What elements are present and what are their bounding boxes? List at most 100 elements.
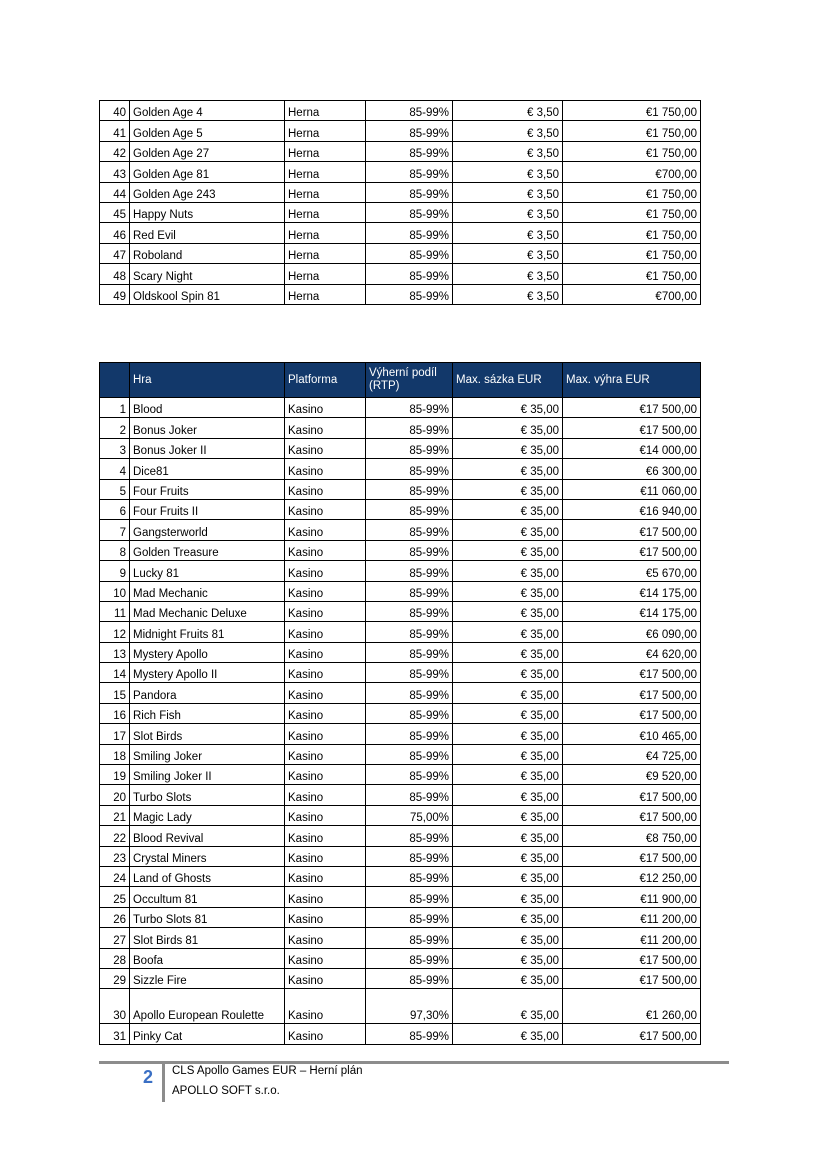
max-win: €17 500,00 [562,784,701,806]
rtp: 85-99% [365,437,453,460]
max-win: €9 520,00 [562,764,701,786]
platform: Kasino [284,702,366,725]
rtp: 85-99% [365,560,453,582]
rtp: 85-99% [365,417,453,439]
header-game: Hra [129,362,285,398]
max-win: €1 750,00 [562,140,701,163]
footer-vertical-divider [162,1064,165,1102]
row-index: 47 [99,242,130,265]
table-row: 19 Smiling Joker II Kasino 85-99% € 35,00 €9 … [99,764,701,786]
header-max-win: Max. výhra EUR [562,362,701,398]
game-name: Golden Age 243 [129,181,285,203]
game-name: Bonus Joker II [129,437,285,460]
rtp: 85-99% [365,784,453,806]
rtp: 85-99% [365,99,453,122]
table-row: 40 Golden Age 4 Herna 85-99% € 3,50 €1 750,00 [99,99,701,122]
game-name: Golden Treasure [129,539,285,562]
row-index: 46 [99,222,130,244]
table-row: 6 Four Fruits II Kasino 85-99% € 35,00 €16 94… [99,498,701,521]
table-row: 22 Blood Revival Kasino 85-99% € 35,00 €8 750… [99,825,701,847]
max-win: €17 500,00 [562,845,701,867]
game-name: Sizzle Fire [129,967,285,990]
rtp: 85-99% [365,886,453,908]
rtp: 85-99% [365,396,453,419]
max-win: €1 750,00 [562,263,701,285]
row-index: 23 [99,845,130,867]
rtp: 85-99% [365,181,453,203]
max-bet: € 35,00 [452,519,563,541]
game-name: Red Evil [129,222,285,244]
game-name: Magic Lady [129,804,285,827]
table-row: 10 Mad Mechanic Kasino 85-99% € 35,00 €14 175… [99,580,701,602]
rtp: 85-99% [365,743,453,766]
game-name: Land of Ghosts [129,865,285,888]
max-win: €5 670,00 [562,560,701,582]
game-name: Pandora [129,682,285,704]
platform: Kasino [284,825,366,847]
max-win: €12 250,00 [562,865,701,888]
game-name: Gangsterworld [129,519,285,541]
table-row: 41 Golden Age 5 Herna 85-99% € 3,50 €1 750,00 [99,120,701,142]
platform: Kasino [284,1023,366,1045]
page-number: 2 [143,1067,154,1087]
max-win: €11 060,00 [562,478,701,500]
table-row: 27 Slot Birds 81 Kasino 85-99% € 35,00 €11 20… [99,927,701,949]
platform: Kasino [284,743,366,766]
table-row: 30 Apollo European Roulette Kasino 97,30% € … [99,988,701,1025]
max-win: €4 725,00 [562,743,701,766]
max-win: €17 500,00 [562,662,701,684]
max-bet: € 3,50 [452,201,563,224]
platform: Kasino [284,498,366,521]
max-bet: € 35,00 [452,1023,563,1045]
platform: Herna [284,201,366,224]
max-bet: € 35,00 [452,682,563,704]
platform: Kasino [284,784,366,806]
game-name: Roboland [129,242,285,265]
table-row: 16 Rich Fish Kasino 85-99% € 35,00 €17 500,00 [99,702,701,725]
max-bet: € 3,50 [452,140,563,163]
platform: Kasino [284,886,366,908]
game-name: Smiling Joker II [129,764,285,786]
max-bet: € 35,00 [452,498,563,521]
row-index: 5 [99,478,130,500]
row-index: 12 [99,621,130,643]
rtp: 85-99% [365,641,453,664]
game-name: Golden Age 81 [129,161,285,183]
max-win: €1 750,00 [562,120,701,142]
row-index: 25 [99,886,130,908]
footer-divider [99,1061,729,1064]
platform: Kasino [284,662,366,684]
game-name: Crystal Miners [129,845,285,867]
max-bet: € 35,00 [452,927,563,949]
max-bet: € 35,00 [452,865,563,888]
platform: Kasino [284,764,366,786]
platform: Kasino [284,988,366,1025]
row-index: 27 [99,927,130,949]
max-win: €17 500,00 [562,519,701,541]
platform: Kasino [284,927,366,949]
row-index: 15 [99,682,130,704]
game-name: Blood Revival [129,825,285,847]
game-name: Turbo Slots 81 [129,906,285,929]
max-bet: € 3,50 [452,242,563,265]
max-win: €1 260,00 [562,988,701,1025]
max-win: €700,00 [562,283,701,305]
max-win: €17 500,00 [562,702,701,725]
max-bet: € 35,00 [452,621,563,643]
platform: Kasino [284,437,366,460]
platform: Herna [284,242,366,265]
game-name: Pinky Cat [129,1023,285,1045]
game-name: Occultum 81 [129,886,285,908]
table-row: 45 Happy Nuts Herna 85-99% € 3,50 €1 750,00 [99,201,701,224]
rtp: 85-99% [365,242,453,265]
game-name: Mystery Apollo [129,641,285,664]
table-row: 17 Slot Birds Kasino 85-99% € 35,00 €10 465,0… [99,723,701,745]
max-win: €17 500,00 [562,539,701,562]
max-bet: € 35,00 [452,764,563,786]
max-win: €17 500,00 [562,967,701,990]
table-row: 23 Crystal Miners Kasino 85-99% € 35,00 €17 5… [99,845,701,867]
rtp: 85-99% [365,927,453,949]
row-index: 24 [99,865,130,888]
max-bet: € 3,50 [452,181,563,203]
row-index: 17 [99,723,130,745]
